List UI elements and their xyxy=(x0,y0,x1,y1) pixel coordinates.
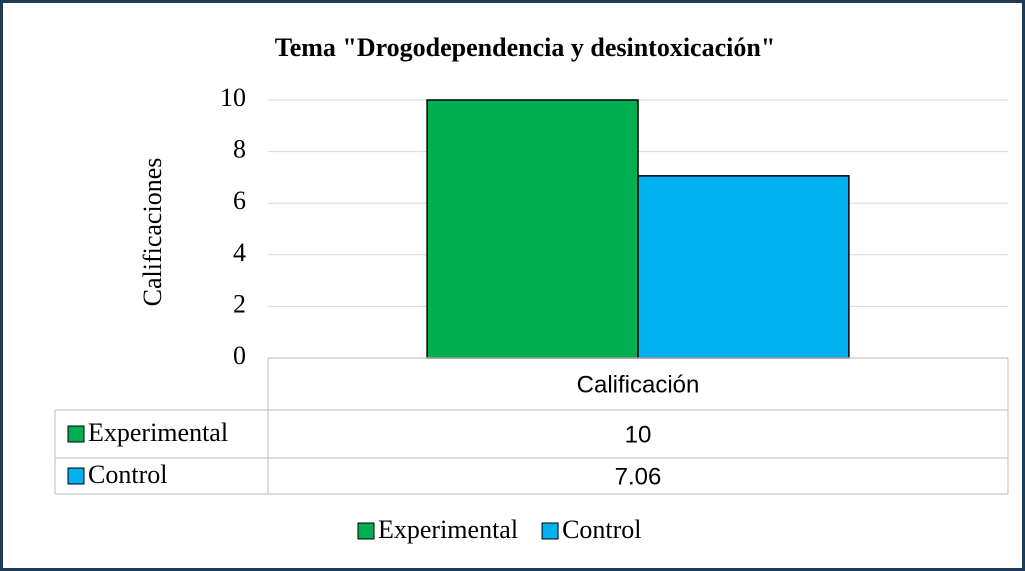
bar xyxy=(637,175,850,359)
y-tick-label: 8 xyxy=(233,135,246,164)
legend-label: Control xyxy=(562,515,641,544)
y-tick-label: 4 xyxy=(233,238,246,267)
y-axis-label: Calificaciones xyxy=(138,158,167,307)
y-tick-label: 6 xyxy=(233,186,246,215)
bar xyxy=(426,99,639,359)
table-row-label: Control xyxy=(88,460,167,489)
y-tick-label: 10 xyxy=(220,83,246,112)
x-tick-label: Calificación xyxy=(577,371,700,398)
table-row-label: Experimental xyxy=(88,418,228,447)
legend-key xyxy=(541,522,559,540)
table-value: 10 xyxy=(625,421,652,448)
legend-key xyxy=(357,522,375,540)
y-tick-label: 2 xyxy=(233,289,246,318)
table-value: 7.06 xyxy=(615,463,662,490)
legend-label: Experimental xyxy=(378,515,518,544)
chart-title: Tema "Drogodependencia y desintoxicación… xyxy=(275,33,776,62)
table-legend-key xyxy=(67,467,85,485)
table-legend-key xyxy=(67,425,85,443)
y-tick-label: 0 xyxy=(233,341,246,370)
